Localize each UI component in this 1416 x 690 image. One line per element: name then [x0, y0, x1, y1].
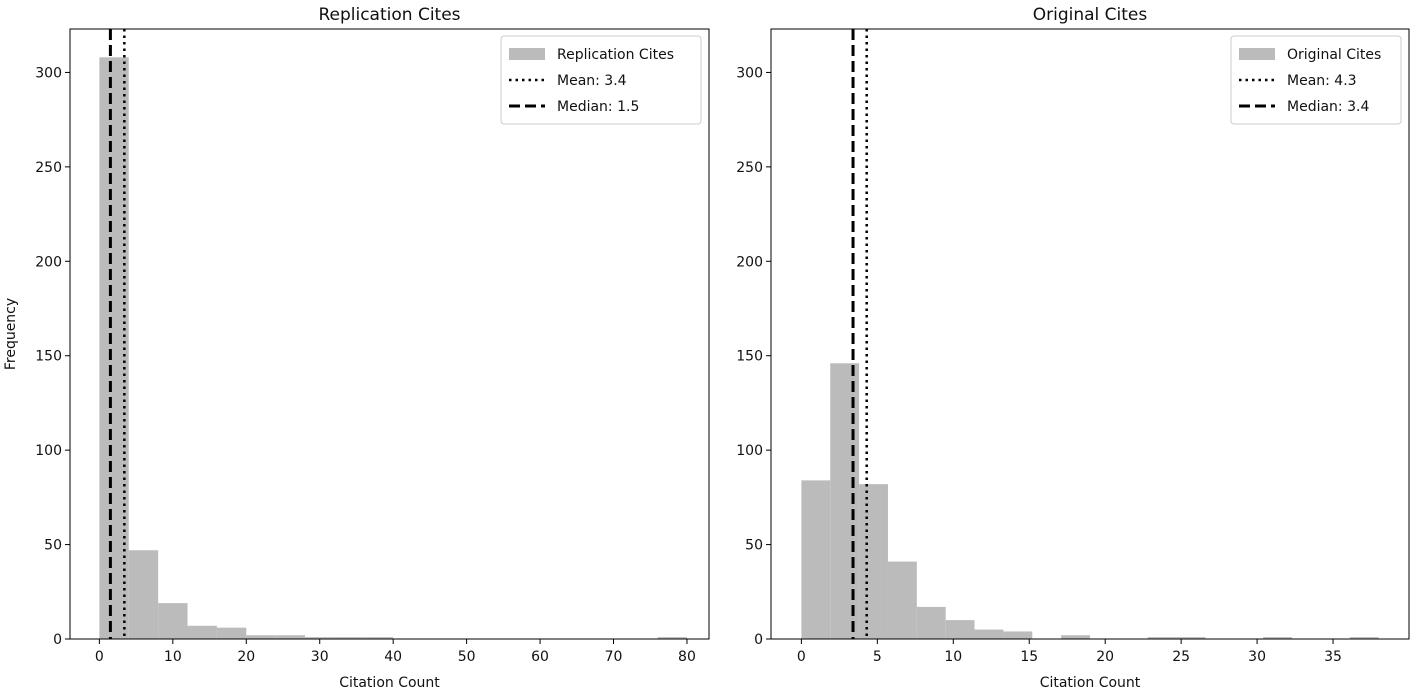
x-tick-label: 10 — [944, 649, 962, 665]
y-tick-label: 150 — [35, 349, 62, 365]
figure-ylabel: Frequency — [3, 298, 19, 370]
x-axis-label: Citation Count — [339, 675, 440, 690]
chart-title: Replication Cites — [318, 5, 460, 25]
replication-cites-panel: 0 10 20 30 40 50 60 70 80 0 50 100 150 200 250 300 Repli… — [35, 5, 710, 690]
histogram-bar — [334, 637, 364, 639]
legend-swatch — [509, 48, 545, 60]
histogram-bar — [945, 620, 975, 639]
histogram-bar — [830, 363, 860, 639]
legend-label: Median: 1.5 — [557, 99, 639, 115]
y-tick-label: 50 — [745, 538, 763, 554]
x-tick-label: 30 — [311, 649, 329, 665]
legend: Original Cites Mean: 4.3 Median: 3.4 — [1230, 35, 1402, 125]
histogram-bar — [859, 484, 888, 639]
x-tick-label: 5 — [873, 649, 882, 665]
x-tick-label: 30 — [1248, 649, 1266, 665]
original-cites-panel: 0 5 10 15 20 25 30 35 0 50 100 150 200 250 300 Original… — [736, 5, 1410, 690]
histogram-bar — [128, 550, 159, 639]
axes-frame — [69, 28, 710, 640]
histogram-bar — [916, 606, 946, 639]
legend-box — [500, 35, 702, 125]
y-tick-label: 0 — [53, 632, 62, 648]
y-tick-label: 100 — [736, 443, 763, 459]
axes-frame — [770, 28, 1410, 640]
x-tick-label: 10 — [164, 649, 182, 665]
x-tick-label: 20 — [237, 649, 255, 665]
y-tick-label: 150 — [736, 349, 763, 365]
histogram-bar — [974, 629, 1004, 639]
y-tick-label: 0 — [754, 632, 763, 648]
legend-swatch — [1239, 48, 1275, 60]
histogram-bar — [1349, 637, 1379, 639]
x-tick-label: 40 — [384, 649, 402, 665]
y-tick-label: 50 — [44, 538, 62, 554]
histogram-bar — [657, 637, 687, 639]
chart-title: Original Cites — [1033, 5, 1148, 25]
x-tick-label: 0 — [95, 649, 104, 665]
y-tick-label: 300 — [736, 65, 763, 81]
x-tick-label: 20 — [1096, 649, 1114, 665]
histogram-bar — [1147, 637, 1177, 639]
y-tick-label: 200 — [35, 254, 62, 270]
y-tick-label: 300 — [35, 65, 62, 81]
histogram-bar — [1263, 637, 1293, 639]
x-tick-label: 80 — [678, 649, 696, 665]
legend-label: Original Cites — [1287, 47, 1381, 63]
legend-label: Median: 3.4 — [1287, 99, 1369, 115]
y-tick-label: 200 — [736, 254, 763, 270]
x-tick-label: 50 — [458, 649, 476, 665]
histogram-bar — [305, 637, 335, 639]
histogram-bar — [1003, 631, 1033, 639]
x-tick-label: 15 — [1020, 649, 1038, 665]
histogram-bar — [1061, 635, 1090, 639]
x-tick-label: 0 — [797, 649, 806, 665]
histogram-bar — [246, 635, 276, 639]
legend-label: Mean: 3.4 — [557, 73, 627, 89]
histogram-bar — [158, 603, 188, 639]
histogram-bar — [216, 627, 247, 639]
y-tick-label: 250 — [736, 160, 763, 176]
y-tick-label: 100 — [35, 443, 62, 459]
histogram-bar — [1176, 637, 1206, 639]
histogram-bar — [275, 635, 306, 639]
x-tick-label: 35 — [1324, 649, 1342, 665]
histogram-bar — [887, 561, 917, 639]
legend-label: Replication Cites — [557, 47, 674, 63]
x-tick-label: 25 — [1172, 649, 1190, 665]
x-axis-label: Citation Count — [1040, 675, 1141, 690]
legend-label: Mean: 4.3 — [1287, 73, 1357, 89]
legend: Replication Cites Mean: 3.4 Median: 1.5 — [500, 35, 702, 125]
x-tick-label: 60 — [531, 649, 549, 665]
x-tick-label: 70 — [605, 649, 623, 665]
histogram-bar — [187, 625, 217, 639]
histogram-bar — [363, 637, 394, 639]
y-tick-label: 250 — [35, 160, 62, 176]
histogram-bar — [801, 480, 831, 639]
